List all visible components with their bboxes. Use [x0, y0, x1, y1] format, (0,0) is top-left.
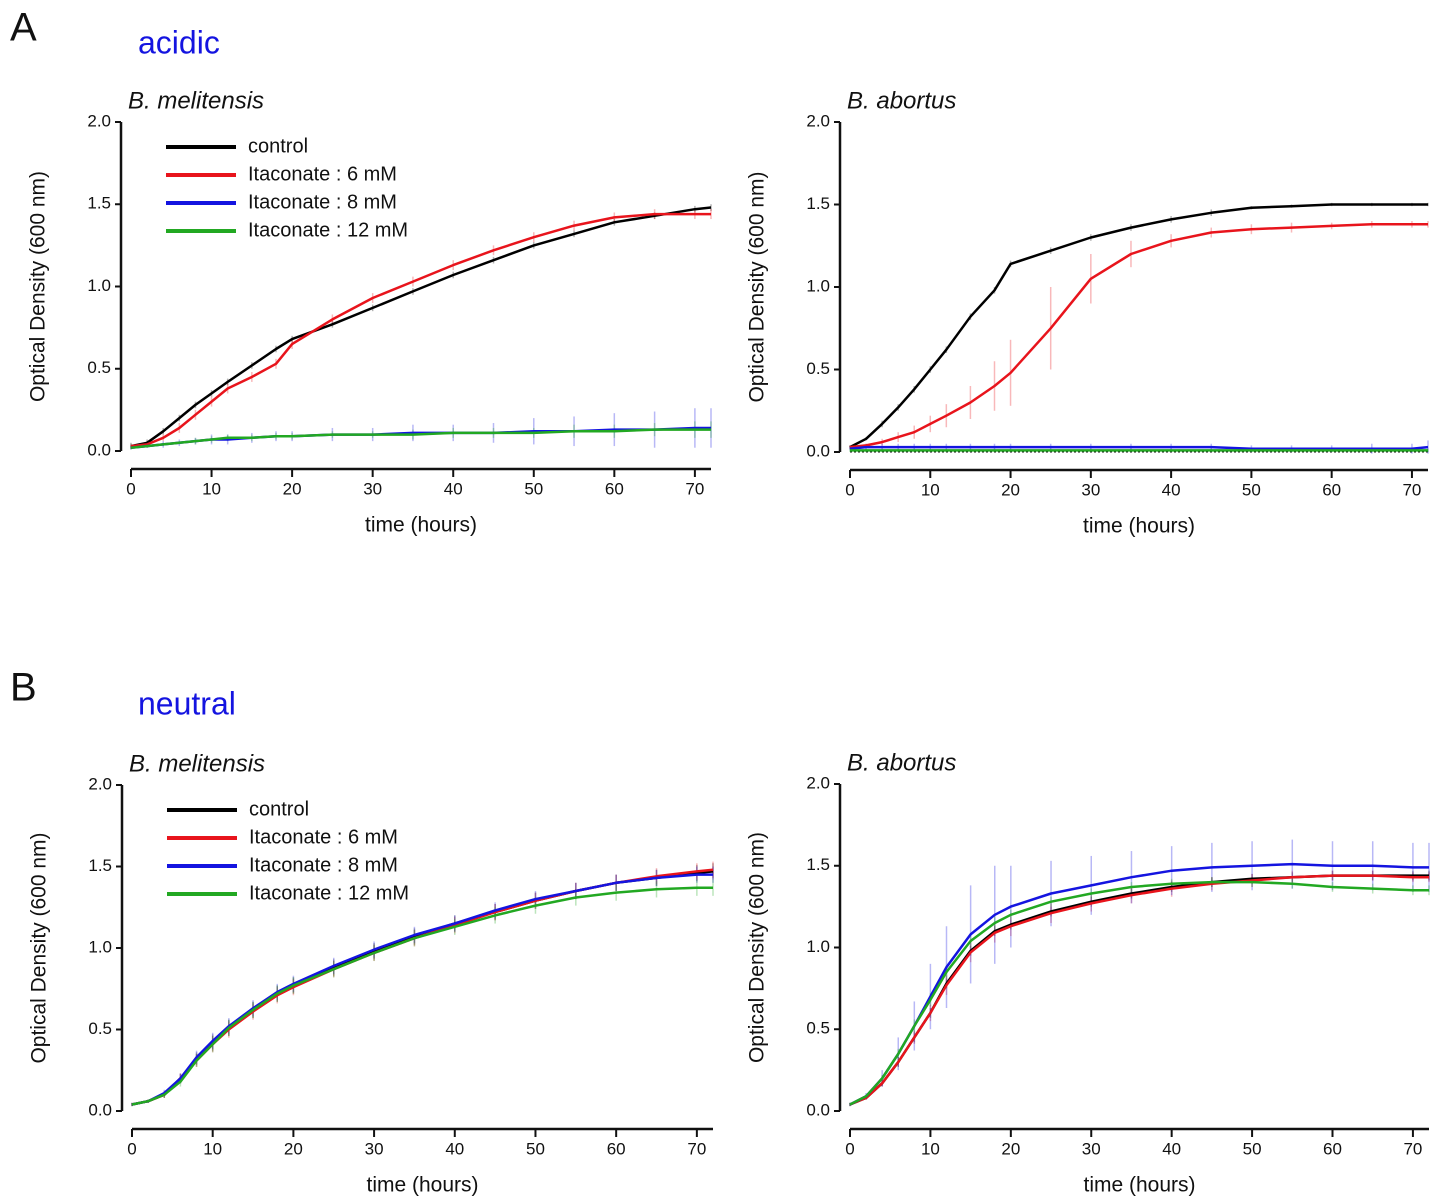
y-tick-label: 0.5: [87, 358, 111, 377]
x-tick-label: 40: [445, 1139, 464, 1158]
y-tick-label: 0.0: [88, 1100, 112, 1119]
x-axis-label: time (hours): [366, 1174, 478, 1197]
x-tick-label: 70: [1402, 480, 1421, 499]
series-line: [131, 886, 713, 1106]
x-axis-label: time (hours): [365, 514, 477, 537]
y-tick-label: 2.0: [88, 774, 112, 793]
x-tick-label: 10: [202, 479, 221, 498]
legend-label: Itaconate : 8 mM: [249, 854, 398, 876]
x-tick-label: 20: [283, 479, 302, 498]
series-line: [130, 212, 711, 448]
x-tick-label: 0: [127, 1139, 136, 1158]
legend-label: control: [249, 798, 309, 820]
x-tick-label: 30: [1082, 1139, 1101, 1158]
x-tick-label: 10: [921, 480, 940, 499]
x-tick-label: 50: [526, 1139, 545, 1158]
y-axis-label: Optical Density (600 nm): [28, 832, 51, 1063]
chart-title: B. melitensis: [128, 87, 264, 114]
series-line: [849, 874, 1429, 1106]
legend-label: Itaconate : 6 mM: [249, 826, 398, 848]
series-line: [130, 428, 711, 449]
legend-label: Itaconate : 12 mM: [249, 882, 409, 904]
x-tick-label: 60: [1323, 1139, 1342, 1158]
chart-title: B. melitensis: [129, 750, 265, 777]
series-line: [131, 870, 714, 1106]
x-tick-label: 60: [1322, 480, 1341, 499]
series-line: [849, 880, 1429, 1106]
x-tick-label: 20: [1001, 480, 1020, 499]
chart-title: B. abortus: [847, 749, 956, 776]
x-tick-label: 40: [1162, 480, 1181, 499]
legend-label: Itaconate : 8 mM: [248, 191, 397, 213]
y-tick-label: 0.5: [806, 359, 830, 378]
panel-letter: B: [10, 666, 37, 710]
y-tick-label: 0.5: [88, 1019, 112, 1038]
x-tick-label: 30: [365, 1139, 384, 1158]
y-tick-label: 1.0: [806, 276, 830, 295]
series-line: [131, 868, 714, 1106]
x-tick-label: 40: [1162, 1139, 1181, 1158]
x-tick-label: 70: [1403, 1139, 1422, 1158]
x-axis-label: time (hours): [1083, 1174, 1195, 1197]
x-tick-label: 10: [921, 1139, 940, 1158]
x-axis-label: time (hours): [1083, 515, 1195, 538]
x-tick-label: 10: [203, 1139, 222, 1158]
y-tick-label: 1.5: [806, 194, 830, 213]
x-tick-label: 30: [1081, 480, 1100, 499]
y-tick-label: 2.0: [87, 111, 111, 130]
x-tick-label: 40: [444, 479, 463, 498]
x-tick-label: 50: [1243, 1139, 1262, 1158]
y-axis-label: Optical Density (600 nm): [746, 171, 769, 402]
legend-label: control: [248, 135, 308, 157]
x-tick-label: 50: [524, 479, 543, 498]
y-tick-label: 2.0: [806, 111, 830, 130]
y-axis-label: Optical Density (600 nm): [746, 832, 769, 1063]
series-line: [849, 223, 1428, 449]
panel-condition: acidic: [138, 24, 220, 60]
x-tick-label: 30: [363, 479, 382, 498]
series-line: [130, 206, 712, 448]
x-tick-label: 50: [1242, 480, 1261, 499]
legend-label: Itaconate : 12 mM: [248, 219, 408, 241]
legend-label: Itaconate : 6 mM: [248, 163, 397, 185]
x-tick-label: 60: [607, 1139, 626, 1158]
y-tick-label: 1.5: [806, 855, 830, 874]
y-tick-label: 1.0: [806, 937, 830, 956]
y-tick-label: 0.0: [806, 441, 830, 460]
x-tick-label: 0: [845, 1139, 854, 1158]
x-tick-label: 60: [605, 479, 624, 498]
y-tick-label: 2.0: [806, 773, 830, 792]
y-tick-label: 0.0: [87, 440, 111, 459]
x-tick-label: 70: [685, 479, 704, 498]
panel-letter: A: [10, 6, 37, 50]
y-tick-label: 0.5: [806, 1019, 830, 1038]
y-tick-label: 1.0: [87, 276, 111, 295]
y-tick-label: 0.0: [806, 1100, 830, 1119]
chart-title: B. abortus: [847, 87, 956, 114]
series-line: [131, 873, 713, 1106]
x-tick-label: 70: [687, 1139, 706, 1158]
x-tick-label: 0: [126, 479, 135, 498]
y-tick-label: 1.0: [88, 937, 112, 956]
y-axis-label: Optical Density (600 nm): [27, 171, 50, 402]
series-line: [849, 862, 1429, 1106]
x-tick-label: 20: [284, 1139, 303, 1158]
x-tick-label: 0: [845, 480, 854, 499]
series-line: [849, 203, 1428, 449]
panel-condition: neutral: [138, 685, 236, 721]
series-line: [849, 445, 1429, 450]
y-tick-label: 1.5: [88, 856, 112, 875]
y-tick-label: 1.5: [87, 194, 111, 213]
x-tick-label: 20: [1001, 1139, 1020, 1158]
